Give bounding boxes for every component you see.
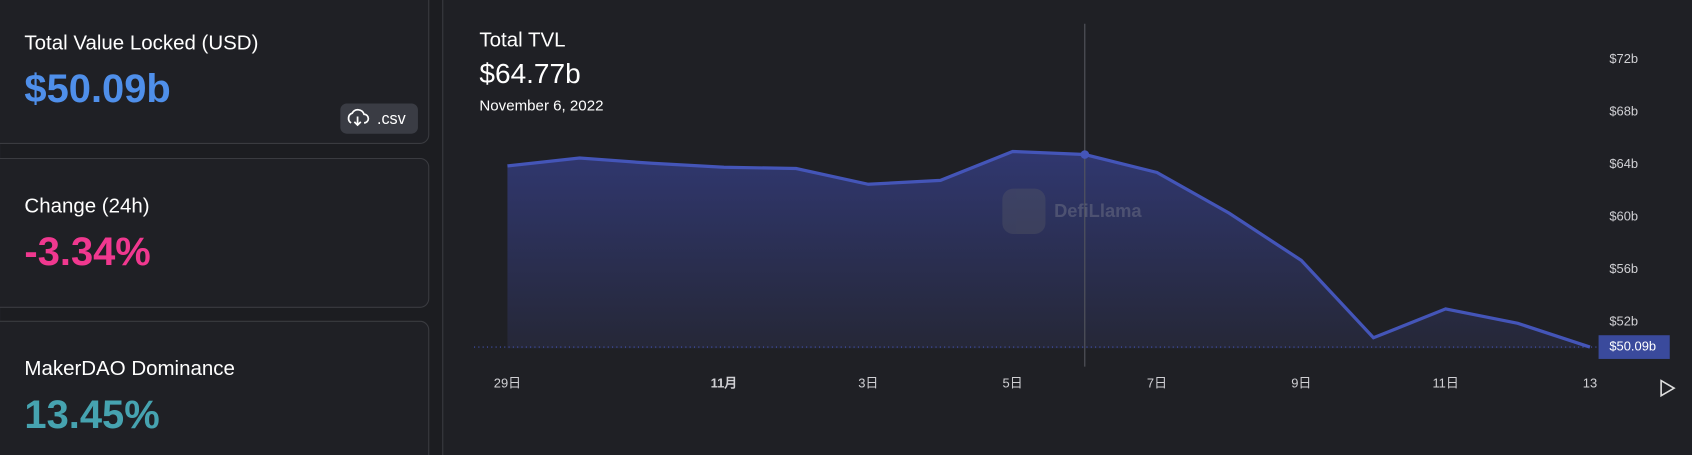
csv-label[interactable]: .csv xyxy=(377,110,407,128)
stat-card xyxy=(0,0,430,144)
stat-value: 13.45% xyxy=(24,393,159,437)
play-button[interactable] xyxy=(1660,379,1676,398)
plot: $52b $56b $60b $64b $68b $72b 29日 11月 3日 5日 7日 9日 11… xyxy=(474,23,1670,390)
y-tick-label: $60b xyxy=(1609,208,1638,223)
y-tick-label: $68b xyxy=(1609,104,1638,119)
y-tick-label: $72b xyxy=(1609,51,1638,66)
hover-value: $64.77b xyxy=(479,58,580,89)
download-icon[interactable] xyxy=(347,108,370,127)
hover-date: November 6, 2022 xyxy=(479,98,603,115)
stat-title: MakerDAO Dominance xyxy=(24,357,234,380)
stat-card xyxy=(0,320,430,455)
last-value-tag xyxy=(1598,335,1670,359)
y-tick-label: $64b xyxy=(1609,156,1638,171)
x-tick-label: 29日 xyxy=(494,375,521,390)
area xyxy=(507,151,1590,349)
stat-value: $50.09b xyxy=(24,67,170,111)
x-tick-label: 5日 xyxy=(1003,375,1023,390)
y-tick-label: $56b xyxy=(1609,261,1638,276)
csv-button[interactable]: .csv xyxy=(340,103,418,134)
x-tick-label: 11月 xyxy=(711,375,738,390)
csv-button-bg[interactable] xyxy=(340,103,418,134)
y-tick-label: $52b xyxy=(1609,313,1638,328)
watermark: DefiLlama xyxy=(1002,188,1142,234)
x-tick-label: 3日 xyxy=(858,375,878,390)
watermark-logo xyxy=(1002,188,1046,234)
watermark-text: DefiLlama xyxy=(1054,200,1142,221)
x-tick-label: 11日 xyxy=(1432,375,1458,390)
stat-value: -3.34% xyxy=(24,230,150,274)
chart-title: Total TVL xyxy=(479,28,565,51)
stat-card xyxy=(0,157,430,308)
hover-dot xyxy=(1080,150,1090,159)
stat-title: Total Value Locked (USD) xyxy=(24,32,258,55)
stat-title: Change (24h) xyxy=(24,194,149,217)
last-value-label: $50.09b xyxy=(1609,338,1656,353)
x-tick-label: 7日 xyxy=(1147,375,1167,390)
x-tick-label: 9日 xyxy=(1291,375,1311,390)
line xyxy=(507,149,1591,349)
x-tick-label: 13 xyxy=(1583,375,1597,390)
